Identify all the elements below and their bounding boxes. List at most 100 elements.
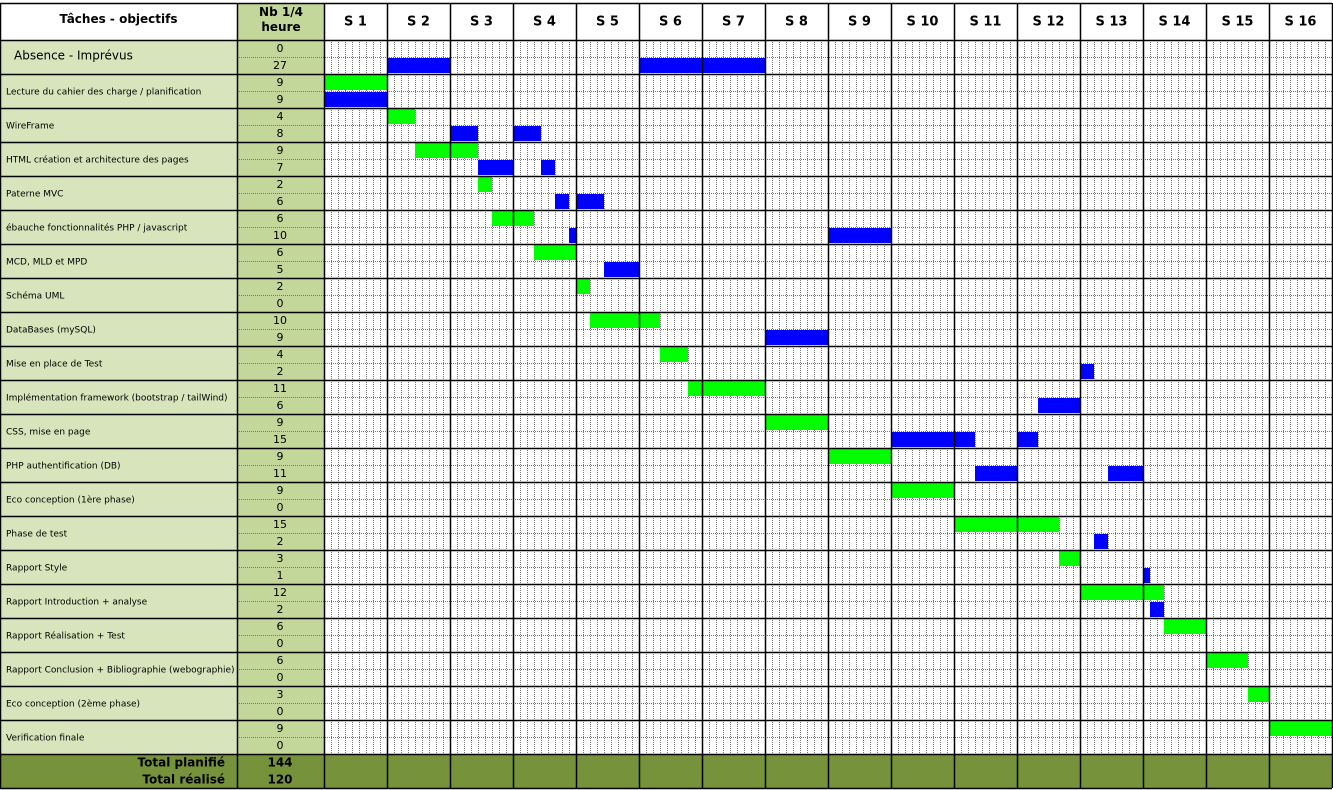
planned-value: 6 bbox=[277, 620, 284, 633]
week-label: S 11 bbox=[970, 15, 1002, 30]
week-label: S 3 bbox=[470, 15, 493, 30]
bar bbox=[534, 245, 576, 260]
bar bbox=[415, 143, 478, 158]
bar bbox=[1094, 534, 1108, 549]
header-task: Tâches - objectifs bbox=[59, 12, 178, 26]
realized-value: 0 bbox=[277, 705, 284, 718]
bar bbox=[1059, 551, 1080, 566]
bar bbox=[604, 262, 639, 277]
planned-value: 9 bbox=[277, 450, 284, 463]
week-label: S 5 bbox=[596, 15, 619, 30]
realized-value: 27 bbox=[273, 59, 287, 72]
task-label: Implémentation framework (bootstrap / ta… bbox=[6, 393, 228, 404]
bar bbox=[891, 483, 954, 498]
week-label: S 1 bbox=[344, 15, 367, 30]
bar bbox=[1108, 466, 1143, 481]
realized-value: 9 bbox=[277, 331, 284, 344]
header-nb-bg bbox=[237, 3, 324, 40]
realized-value: 0 bbox=[277, 739, 284, 752]
bar bbox=[891, 432, 975, 447]
task-label: WireFrame bbox=[6, 122, 55, 132]
total-planned: 144 bbox=[267, 756, 292, 770]
planned-value: 9 bbox=[277, 484, 284, 497]
task-label: Rapport Introduction + analyse bbox=[6, 598, 148, 608]
bar bbox=[1017, 432, 1038, 447]
task-label: Paterne MVC bbox=[6, 190, 63, 200]
task-label: ébauche fonctionnalités PHP / javascript bbox=[6, 223, 188, 234]
planned-value: 6 bbox=[277, 212, 284, 225]
week-label: S 10 bbox=[907, 15, 939, 30]
realized-value: 0 bbox=[277, 297, 284, 310]
task-label: Absence - Imprévus bbox=[14, 49, 133, 63]
planned-value: 10 bbox=[273, 314, 287, 327]
task-label: CSS, mise en page bbox=[6, 428, 91, 438]
bar bbox=[1206, 653, 1248, 668]
planned-value: 9 bbox=[277, 416, 284, 429]
task-label: DataBases (mySQL) bbox=[6, 326, 96, 336]
week-label: S 7 bbox=[722, 15, 745, 30]
task-label: Schéma UML bbox=[6, 291, 64, 302]
realized-value: 8 bbox=[277, 127, 284, 140]
planned-value: 0 bbox=[277, 42, 284, 55]
realized-value: 6 bbox=[277, 195, 284, 208]
bar bbox=[1080, 585, 1164, 600]
bar bbox=[660, 347, 688, 362]
realized-value: 1 bbox=[277, 569, 284, 582]
bar bbox=[590, 313, 660, 328]
header-quarter-hours: Nb 1/4 heure bbox=[259, 5, 303, 34]
task-label: MCD, MLD et MPD bbox=[6, 258, 87, 268]
week-label: S 14 bbox=[1159, 15, 1191, 30]
bar bbox=[513, 126, 541, 141]
task-label: Mise en place de Test bbox=[6, 360, 103, 370]
bar bbox=[450, 126, 478, 141]
planned-value: 9 bbox=[277, 76, 284, 89]
total-realized-label: Total réalisé bbox=[142, 773, 225, 787]
bar bbox=[478, 160, 513, 175]
planned-value: 6 bbox=[277, 246, 284, 259]
bar bbox=[1038, 398, 1080, 413]
bar bbox=[324, 75, 387, 90]
bar bbox=[828, 449, 891, 464]
bar bbox=[478, 177, 492, 192]
realized-value: 7 bbox=[277, 161, 284, 174]
planned-value: 6 bbox=[277, 654, 284, 667]
planned-value: 15 bbox=[273, 518, 287, 531]
bar bbox=[975, 466, 1017, 481]
planned-value: 12 bbox=[273, 586, 287, 599]
bar bbox=[387, 109, 415, 124]
bar bbox=[1080, 364, 1094, 379]
bar bbox=[324, 92, 387, 107]
task-label: Rapport Style bbox=[6, 564, 68, 574]
week-label: S 15 bbox=[1222, 15, 1254, 30]
bar bbox=[541, 160, 555, 175]
bar bbox=[1143, 568, 1150, 583]
task-label: Verification finale bbox=[6, 734, 85, 744]
realized-value: 0 bbox=[277, 637, 284, 650]
week-label: S 13 bbox=[1096, 15, 1128, 30]
bar bbox=[1269, 721, 1332, 736]
task-label: Rapport Réalisation + Test bbox=[6, 631, 125, 642]
bar bbox=[576, 194, 604, 209]
task-label: HTML création et architecture des pages bbox=[6, 155, 189, 166]
task-label: Lecture du cahier des charge / planifica… bbox=[6, 88, 201, 98]
task-label: Eco conception (2ème phase) bbox=[6, 699, 140, 710]
planned-value: 9 bbox=[277, 144, 284, 157]
week-label: S 8 bbox=[785, 15, 808, 30]
planned-value: 4 bbox=[277, 348, 284, 361]
planned-value: 3 bbox=[277, 552, 284, 565]
task-label: Phase de test bbox=[6, 530, 68, 540]
bar bbox=[387, 58, 450, 73]
header-bg bbox=[0, 3, 1332, 40]
realized-value: 0 bbox=[277, 671, 284, 684]
week-label: S 6 bbox=[659, 15, 682, 30]
planned-value: 2 bbox=[277, 280, 284, 293]
realized-value: 5 bbox=[277, 263, 284, 276]
realized-value: 9 bbox=[277, 93, 284, 106]
planned-value: 4 bbox=[277, 110, 284, 123]
realized-value: 2 bbox=[277, 603, 284, 616]
week-label: S 2 bbox=[407, 15, 430, 30]
bar bbox=[1150, 602, 1164, 617]
realized-value: 0 bbox=[277, 501, 284, 514]
total-realized: 120 bbox=[267, 773, 292, 787]
